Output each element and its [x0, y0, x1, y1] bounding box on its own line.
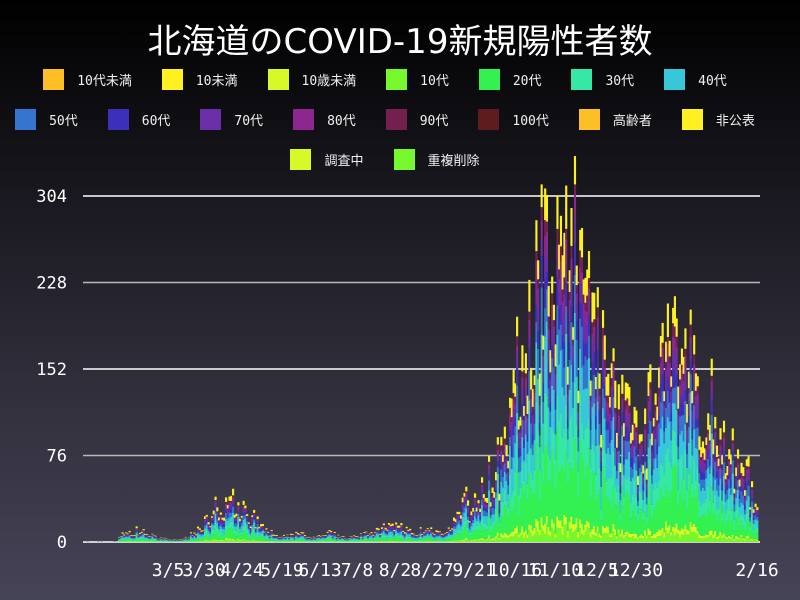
legend-label: 100代 — [512, 114, 549, 129]
legend-item[interactable]: 50代 — [15, 109, 108, 130]
legend-swatch — [267, 69, 289, 90]
legend-swatch — [664, 69, 686, 90]
legend-item[interactable]: 高齢者 — [578, 109, 682, 130]
legend-label: 50代 — [49, 114, 78, 129]
x-tick-label: 8/27 — [410, 560, 453, 581]
legend-swatch — [161, 69, 183, 90]
legend-item[interactable]: 非公表 — [681, 109, 785, 130]
legend-label: 調査中 — [324, 154, 364, 169]
legend-label: 60代 — [141, 114, 171, 129]
legend-swatch — [293, 109, 315, 130]
legend-item[interactable]: 70代 — [200, 109, 293, 130]
y-tick-label: 152 — [36, 360, 67, 380]
legend-swatch — [478, 69, 500, 90]
legend-label: 20代 — [512, 74, 542, 89]
y-tick-label: 0 — [57, 533, 67, 553]
legend-swatch — [385, 109, 407, 130]
legend-swatch — [578, 109, 600, 130]
legend-swatch — [571, 69, 593, 90]
y-tick-label: 228 — [36, 274, 67, 294]
legend-swatch — [43, 69, 65, 90]
x-tick-label: 12/5 — [575, 560, 618, 581]
legend-label: 40代 — [698, 74, 727, 89]
legend-item[interactable]: 調査中 — [290, 149, 393, 170]
legend-item[interactable]: 10未満 — [161, 69, 268, 90]
legend-label: 高齢者 — [612, 114, 652, 129]
legend-row-2: 50代 60代 70代 80代 90代 100代 高齢者 非公表 — [0, 109, 800, 130]
legend-label: 70代 — [234, 114, 264, 129]
x-tick-label: 4/24 — [220, 560, 263, 581]
legend-item[interactable]: 90代 — [385, 109, 479, 130]
legend-label: 30代 — [605, 74, 635, 89]
x-tick-label: 9/21 — [452, 560, 495, 581]
legend-item[interactable]: 10代未満 — [43, 69, 162, 90]
x-tick-label: 6/13 — [298, 560, 341, 581]
x-tick-label: 8/2 — [379, 560, 412, 581]
legend-item[interactable]: 10歳未満 — [267, 69, 387, 90]
legend-label: 10代 — [420, 74, 449, 89]
legend-item[interactable]: 80代 — [293, 109, 386, 130]
legend-label: 10未満 — [195, 74, 238, 89]
legend-item[interactable]: 100代 — [478, 109, 578, 130]
legend-item[interactable]: 30代 — [571, 69, 664, 90]
stacked-bars — [86, 156, 759, 543]
legend-swatch — [15, 109, 37, 130]
legend-swatch — [290, 149, 312, 170]
x-tick-label: 2/16 — [735, 560, 778, 581]
x-tick-label: 3/5 — [152, 560, 185, 581]
y-tick-label: 304 — [36, 187, 67, 207]
legend-swatch — [107, 109, 129, 130]
legend-swatch — [393, 149, 415, 170]
x-tick-label: 7/8 — [341, 560, 374, 581]
legend-swatch — [386, 69, 408, 90]
legend-label: 重複削除 — [427, 154, 480, 169]
legend-swatch — [681, 109, 703, 130]
x-tick-label: 5/19 — [260, 560, 303, 581]
chart-title: 北海道のCOVID-19新規陽性者数 — [147, 22, 653, 62]
legend-item[interactable]: 重複削除 — [393, 149, 510, 170]
legend-row-1: 10代未満 10未満 10歳未満 10代 20代 30代 40代 — [0, 69, 800, 90]
legend-label: 10代未満 — [77, 74, 132, 89]
legend-swatch — [200, 109, 222, 130]
legend-label: 80代 — [327, 114, 356, 129]
x-tick-label: 3/30 — [182, 560, 225, 581]
legend-label: 非公表 — [715, 114, 755, 129]
x-tick-label: 11/10 — [528, 560, 582, 581]
x-tick-label: 12/30 — [609, 560, 663, 581]
legend-item[interactable]: 60代 — [107, 109, 201, 130]
legend-swatch — [478, 109, 500, 130]
legend-label: 10歳未満 — [301, 74, 357, 89]
legend-row-3: 調査中 重複削除 — [0, 149, 800, 170]
legend-item[interactable]: 10代 — [386, 69, 479, 90]
legend-label: 90代 — [419, 114, 449, 129]
legend-item[interactable]: 40代 — [664, 69, 757, 90]
y-tick-label: 76 — [47, 447, 67, 467]
x-tick-label: 10/16 — [488, 560, 542, 581]
legend-item[interactable]: 20代 — [478, 69, 572, 90]
